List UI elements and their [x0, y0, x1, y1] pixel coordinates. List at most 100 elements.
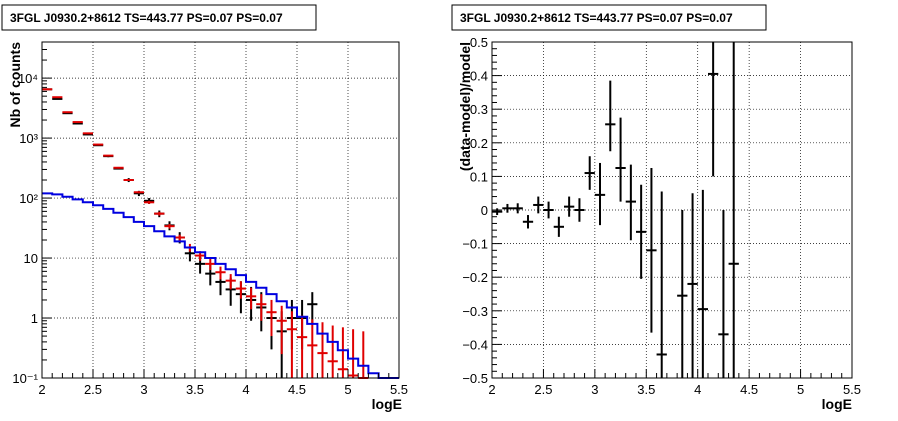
counts-data-point [72, 121, 83, 124]
residual-data-point [522, 215, 534, 229]
counts-data-point [358, 331, 369, 379]
residual-y-tick-label: −0.4 [462, 337, 488, 352]
counts-panel: 3FGL J0930.2+8612 TS=443.77 PS=0.07 PS=0… [1, 4, 408, 412]
counts-x-tick-label: 4 [242, 382, 249, 397]
residual-x-tick-label: 2 [488, 382, 495, 397]
residual-data [492, 42, 739, 378]
residual-x-axis-label: logE [822, 396, 852, 412]
counts-data-point [286, 311, 297, 378]
residual-data-point [605, 80, 616, 152]
residual-y-axis-label: (data-model)/model [457, 42, 473, 171]
counts-x-tick-label: 4.5 [288, 382, 306, 397]
residual-x-tick-label: 2.5 [534, 382, 552, 397]
counts-data-point [256, 294, 267, 321]
residual-y-tick-label: 0.5 [470, 35, 488, 50]
counts-x-tick-label: 5 [344, 382, 351, 397]
residual-data-point [708, 42, 719, 177]
residual-y-tick-label: 0.3 [470, 102, 488, 117]
counts-y-tick-label: 10⁻¹ [12, 371, 38, 386]
counts-x-axis-label: logE [372, 396, 402, 412]
counts-data-point [93, 143, 104, 146]
counts-x-tick-label: 3 [140, 382, 147, 397]
residual-data-point [574, 198, 585, 222]
residual-data-point [728, 42, 739, 378]
residual-data-point [594, 162, 606, 226]
residual-x-tick-label: 3 [591, 382, 598, 397]
residual-data-point [625, 164, 636, 241]
residual-data-point [656, 191, 667, 378]
residual-ticks: 2 2.5 3 3.5 4 4.5 5 5.5 −0.5 −0.4 −0.3 −0.2 −0.1 0 0.1… [462, 35, 861, 397]
residual-data-point [564, 196, 575, 217]
counts-y-tick-label: 10 [24, 251, 38, 266]
counts-data [42, 88, 399, 379]
residual-x-tick-label: 4.5 [740, 382, 758, 397]
counts-x-tick-label: 2 [38, 382, 45, 397]
counts-data-point [307, 292, 318, 324]
residual-y-tick-label: −0.2 [462, 270, 488, 285]
counts-data-point [52, 97, 63, 100]
counts-data-point [103, 154, 114, 157]
residual-data-point [615, 117, 626, 202]
residual-data-point [543, 201, 554, 219]
residual-data-point [636, 184, 647, 279]
counts-y-axis-label: Nb of counts [7, 42, 23, 128]
counts-data-point [246, 287, 257, 310]
residual-panel: 3FGL J0930.2+8612 TS=443.77 PS=0.07 PS=0… [451, 4, 861, 412]
counts-data-point [174, 234, 185, 241]
counts-data-point [348, 329, 359, 378]
residual-grid [492, 42, 852, 378]
residual-data-point [553, 216, 564, 237]
counts-y-tick-label: 10⁴ [18, 71, 38, 86]
counts-data-point [164, 223, 175, 229]
counts-model-line [42, 192, 399, 379]
counts-title: 3FGL J0930.2+8612 TS=443.77 PS=0.07 PS=0… [10, 11, 283, 25]
residual-x-tick-label: 3.5 [637, 382, 655, 397]
counts-data-point [82, 132, 93, 135]
counts-data-point [62, 111, 73, 114]
counts-data-point [205, 258, 216, 271]
residual-y-tick-label: 0.2 [470, 136, 488, 151]
counts-data-point [307, 319, 318, 378]
counts-title-box [1, 4, 317, 31]
residual-x-tick-label: 5 [797, 382, 804, 397]
residual-y-tick-label: 0 [481, 203, 488, 218]
counts-x-tick-label: 3.5 [186, 382, 204, 397]
counts-data-point [297, 315, 308, 378]
counts-data-point [235, 281, 246, 299]
counts-x-tick-label: 2.5 [84, 382, 102, 397]
counts-data-point [337, 327, 348, 378]
residual-data-point [502, 203, 513, 213]
counts-data-point [123, 179, 134, 182]
residual-data-point [533, 196, 544, 214]
residual-y-tick-label: 0.4 [470, 69, 488, 84]
counts-ticks: 2 2.5 3 3.5 4 4.5 5 5.5 10⁻¹ 1 10 10² 10³ 10⁴ [12, 41, 408, 397]
counts-data-point [215, 266, 226, 280]
counts-data-point [317, 322, 328, 378]
counts-y-tick-label: 10³ [19, 131, 38, 146]
counts-grid [42, 42, 399, 378]
counts-data-point [113, 166, 124, 169]
counts-data-point [72, 122, 83, 125]
counts-data-point [276, 305, 287, 355]
counts-data-point [133, 191, 144, 194]
residual-x-tick-label: 5.5 [843, 382, 861, 397]
counts-plot-frame [41, 41, 400, 379]
residual-data-point [584, 156, 595, 190]
residual-y-tick-label: −0.3 [462, 304, 488, 319]
residual-data-point [512, 203, 523, 214]
counts-data-point [144, 200, 155, 204]
counts-data-point [327, 325, 338, 378]
residual-y-tick-label: −0.1 [462, 237, 488, 252]
residual-data-point [677, 210, 688, 378]
residual-data-point [492, 208, 503, 216]
residual-title: 3FGL J0930.2+8612 TS=443.77 PS=0.07 PS=0… [460, 11, 733, 25]
counts-y-tick-label: 10² [19, 191, 38, 206]
residual-data-point [687, 193, 698, 378]
counts-data-point [154, 211, 165, 216]
residual-data-point [697, 189, 708, 378]
residual-x-tick-label: 4 [694, 382, 701, 397]
counts-x-tick-label: 5.5 [390, 382, 408, 397]
residual-data-point [646, 168, 657, 333]
residual-y-tick-label: −0.5 [462, 371, 488, 386]
